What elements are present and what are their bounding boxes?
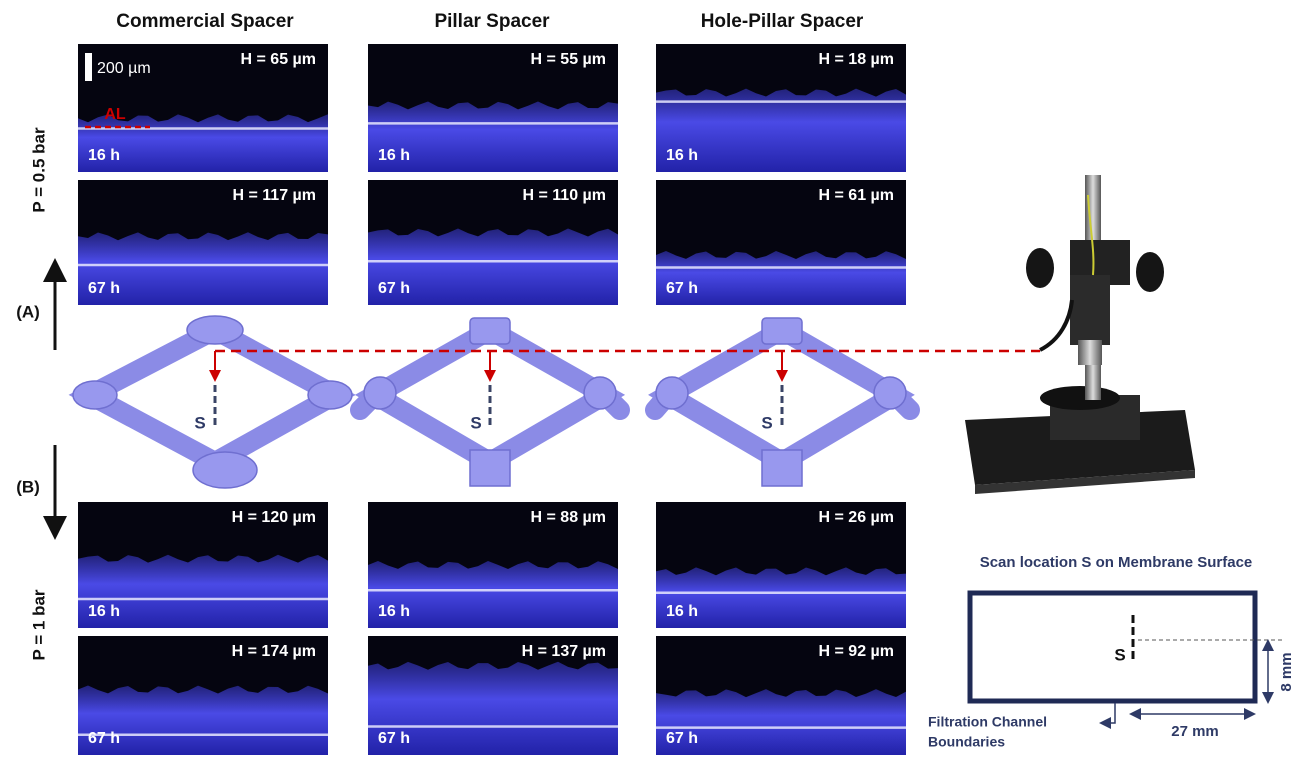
oct-image: H = 18 µm 16 h [656,44,906,172]
scan-point: S [194,413,205,432]
thickness-label: H = 110 µm [523,187,607,204]
oct-image: H = 174 µm 67 h [78,636,328,755]
dimension-label: 27 mm [1171,723,1219,740]
oct-image: H = 26 µm 16 h [656,502,906,628]
boundary-label: Boundaries [928,734,1005,750]
panel-label: (B) [16,477,40,496]
thickness-label: H = 65 µm [241,51,316,68]
time-label: 16 h [378,603,410,620]
scan-point: S [470,413,481,432]
time-label: 16 h [88,603,120,620]
thickness-label: H = 18 µm [819,51,894,68]
thickness-label: H = 92 µm [819,643,894,660]
panel-label: (A) [16,302,40,321]
column-header: Pillar Spacer [434,11,550,32]
column-header: Commercial Spacer [116,11,294,32]
boundary-label: Filtration Channel [928,714,1047,730]
thickness-label: H = 174 µm [232,643,316,660]
pressure-label: P = 1 bar [29,589,48,660]
scale-label: 200 µm [97,60,151,77]
scan-point: S [1114,645,1125,664]
thickness-label: H = 61 µm [819,187,894,204]
time-label: 16 h [378,147,410,164]
figure: Commercial Spacer Pillar Spacer Hole-Pil… [0,0,1298,759]
scan-title: Scan location S on Membrane Surface [980,554,1253,571]
time-label: 67 h [666,280,698,297]
oct-image: H = 88 µm 16 h [368,502,618,628]
thickness-label: H = 120 µm [232,509,316,526]
oct-image: H = 110 µm 67 h [368,180,618,305]
time-label: 16 h [666,603,698,620]
thickness-label: H = 26 µm [819,509,894,526]
time-label: 67 h [88,280,120,297]
channel [970,593,1255,701]
oct-image: H = 117 µm 67 h [78,180,328,305]
thickness-label: H = 88 µm [531,509,606,526]
scan-point: S [761,413,772,432]
time-label: 16 h [88,147,120,164]
thickness-label: H = 117 µm [233,187,317,204]
al-label: AL [104,106,126,123]
oct-image: H = 92 µm 67 h [656,636,906,755]
time-label: 67 h [378,280,410,297]
oct-image: H = 137 µm 67 h [368,636,618,755]
scale-bar [85,53,92,81]
thickness-label: H = 55 µm [531,51,606,68]
pointer [1105,703,1115,723]
dimension-label: 8 mm [1278,652,1295,691]
time-label: 67 h [378,730,410,747]
oct-image: H = 61 µm 67 h [656,180,906,305]
time-label: 16 h [666,147,698,164]
time-label: 67 h [88,730,120,747]
pressure-label: P = 0.5 bar [29,127,48,213]
column-header: Hole-Pillar Spacer [701,11,864,32]
thickness-label: H = 137 µm [522,643,606,660]
time-label: 67 h [666,730,698,747]
oct-image: H = 55 µm 16 h [368,44,618,172]
oct-image: H = 120 µm 16 h [78,502,328,628]
oct-device [965,175,1195,494]
